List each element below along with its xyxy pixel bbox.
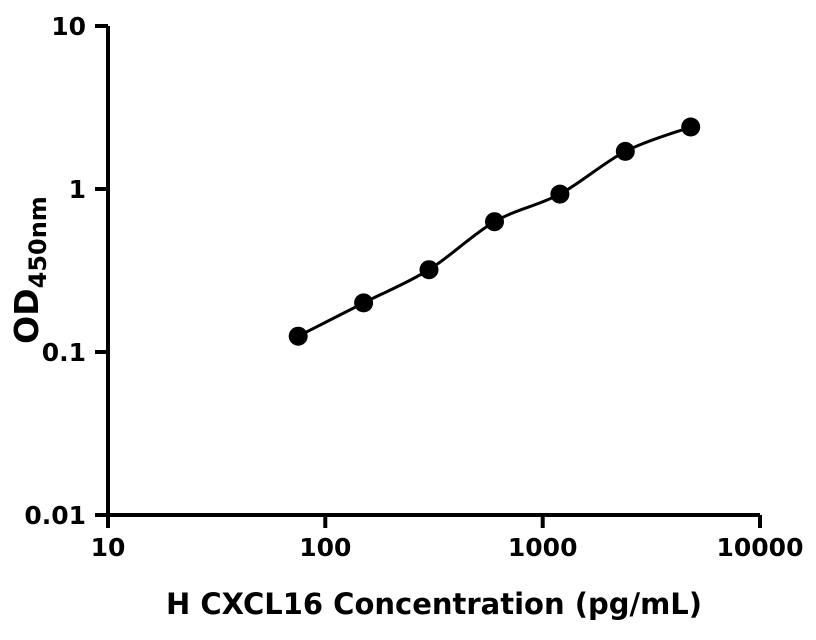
tick-labels: 10 100 1000 10000 0.01 0.1 1 10 [24, 12, 803, 562]
tick-marks [95, 24, 762, 528]
axes [106, 26, 760, 517]
y-axis-title-subscript: 450nm [24, 196, 52, 288]
y-tick-label: 10 [51, 12, 86, 41]
y-axis-title: OD450nm [7, 196, 52, 344]
x-axis-title: H CXCL16 Concentration (pg/mL) [166, 587, 702, 621]
data-point-marker [485, 212, 504, 232]
x-tick-label: 100 [299, 533, 351, 562]
data-point-marker [354, 293, 374, 313]
data-point-marker [681, 117, 701, 137]
data-point-marker [615, 141, 635, 161]
y-tick-label: 0.01 [24, 501, 86, 530]
data-points [288, 117, 701, 346]
x-tick-label: 10000 [717, 533, 804, 562]
y-tick-label: 1 [69, 175, 86, 204]
data-point-marker [419, 260, 439, 280]
y-tick-label: 0.1 [42, 338, 86, 367]
data-point-marker [288, 326, 308, 346]
x-tick-label: 10 [91, 533, 126, 562]
x-tick-label: 1000 [508, 533, 578, 562]
data-point-marker [550, 184, 570, 204]
y-axis-title-main: OD [7, 288, 46, 343]
